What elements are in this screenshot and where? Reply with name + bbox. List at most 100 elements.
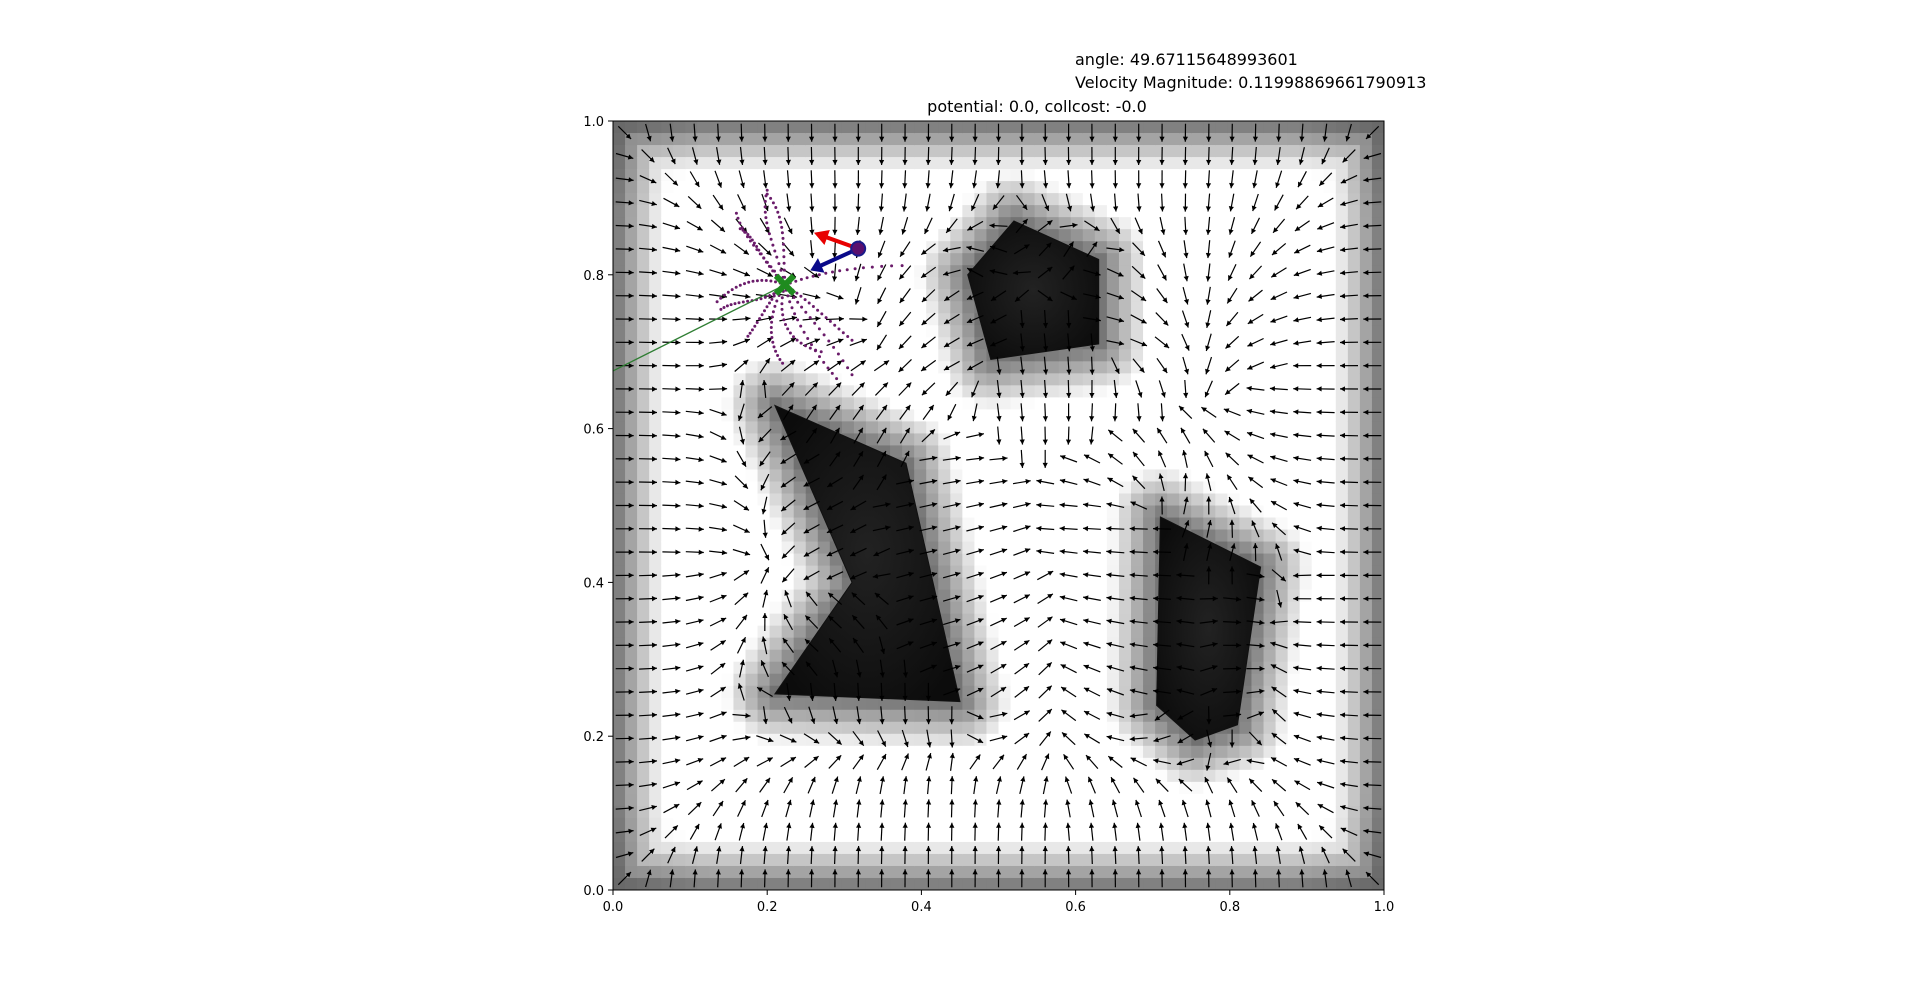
background-cell xyxy=(1251,421,1265,435)
background-cell xyxy=(793,589,807,603)
background-cell xyxy=(1070,793,1084,807)
background-cell xyxy=(1106,781,1120,795)
background-cell xyxy=(1323,613,1337,627)
background-cell xyxy=(613,625,626,639)
background-cell xyxy=(769,301,783,314)
background-cell xyxy=(1022,157,1036,170)
background-cell xyxy=(1070,601,1084,615)
background-cell xyxy=(962,745,976,759)
background-cell xyxy=(733,745,747,759)
background-cell xyxy=(1094,661,1108,675)
quiver-head xyxy=(652,479,657,485)
background-cell xyxy=(986,517,1000,531)
background-cell xyxy=(1263,505,1277,519)
background-cell xyxy=(1275,517,1289,531)
background-cell xyxy=(1155,325,1168,338)
background-cell xyxy=(685,733,698,747)
background-cell xyxy=(1082,841,1096,855)
background-cell xyxy=(1335,877,1349,890)
background-cell xyxy=(1191,769,1204,783)
background-cell xyxy=(1167,817,1180,831)
background-cell xyxy=(1010,757,1024,771)
background-cell xyxy=(1143,505,1156,519)
background-cell xyxy=(1275,205,1289,218)
background-cell xyxy=(926,829,939,843)
background-cell xyxy=(1239,229,1253,242)
background-cell xyxy=(1347,649,1361,663)
background-cell xyxy=(637,601,650,615)
background-cell xyxy=(865,181,879,194)
background-cell xyxy=(1311,829,1325,843)
background-cell xyxy=(781,205,795,218)
quiver-head xyxy=(628,433,634,439)
background-cell xyxy=(1299,793,1313,807)
background-cell xyxy=(1251,853,1265,867)
background-cell xyxy=(649,133,662,146)
background-cell xyxy=(1215,433,1228,447)
background-cell xyxy=(1335,493,1349,507)
background-cell xyxy=(950,709,963,723)
background-cell xyxy=(853,121,867,134)
background-cell xyxy=(685,529,698,543)
background-cell xyxy=(793,145,807,158)
background-cell xyxy=(1106,745,1120,759)
background-cell xyxy=(974,229,988,242)
background-cell xyxy=(793,193,807,206)
background-cell xyxy=(1094,121,1108,134)
background-cell xyxy=(1167,481,1180,495)
background-cell xyxy=(637,841,650,855)
background-cell xyxy=(649,553,662,567)
background-cell xyxy=(950,325,963,338)
background-cell xyxy=(769,121,783,134)
background-cell xyxy=(1203,205,1216,218)
background-cell xyxy=(757,613,771,627)
background-cell xyxy=(1094,805,1108,819)
background-cell xyxy=(1287,589,1301,603)
background-cell xyxy=(1191,397,1204,410)
background-cell xyxy=(998,625,1012,639)
background-cell xyxy=(1215,169,1228,182)
background-cell xyxy=(1143,409,1156,422)
background-cell xyxy=(793,217,807,230)
background-cell xyxy=(938,277,951,290)
background-cell xyxy=(1239,277,1253,290)
background-cell xyxy=(697,841,710,855)
background-cell xyxy=(769,169,783,182)
background-cell xyxy=(1106,277,1120,290)
background-cell xyxy=(709,529,723,543)
background-cell xyxy=(950,145,963,158)
background-cell xyxy=(1203,217,1216,230)
background-cell xyxy=(1263,829,1277,843)
background-cell xyxy=(1058,661,1072,675)
background-cell xyxy=(829,829,843,843)
background-cell xyxy=(793,169,807,182)
background-cell xyxy=(1311,865,1325,879)
background-cell xyxy=(1359,157,1373,170)
background-cell xyxy=(757,277,771,290)
background-cell xyxy=(1082,493,1096,507)
background-cell xyxy=(1371,217,1384,230)
background-cell xyxy=(890,277,903,290)
background-cell xyxy=(1299,349,1313,362)
background-cell xyxy=(637,277,650,290)
background-cell xyxy=(1275,385,1289,398)
background-cell xyxy=(721,577,735,591)
background-cell xyxy=(733,769,747,783)
background-cell xyxy=(1022,445,1036,459)
background-cell xyxy=(733,733,747,747)
background-cell xyxy=(890,205,903,218)
background-cell xyxy=(914,853,927,867)
background-cell xyxy=(1275,325,1289,338)
background-cell xyxy=(637,673,650,687)
background-cell xyxy=(817,817,831,831)
background-cell xyxy=(1082,433,1096,447)
background-cell xyxy=(613,469,626,483)
background-cell xyxy=(1167,745,1180,759)
background-cell xyxy=(1143,157,1156,170)
background-cell xyxy=(1143,637,1156,651)
background-cell xyxy=(685,685,698,699)
background-cell xyxy=(1311,457,1325,471)
background-cell xyxy=(1227,457,1241,471)
background-cell xyxy=(1143,553,1156,567)
background-cell xyxy=(721,553,735,567)
